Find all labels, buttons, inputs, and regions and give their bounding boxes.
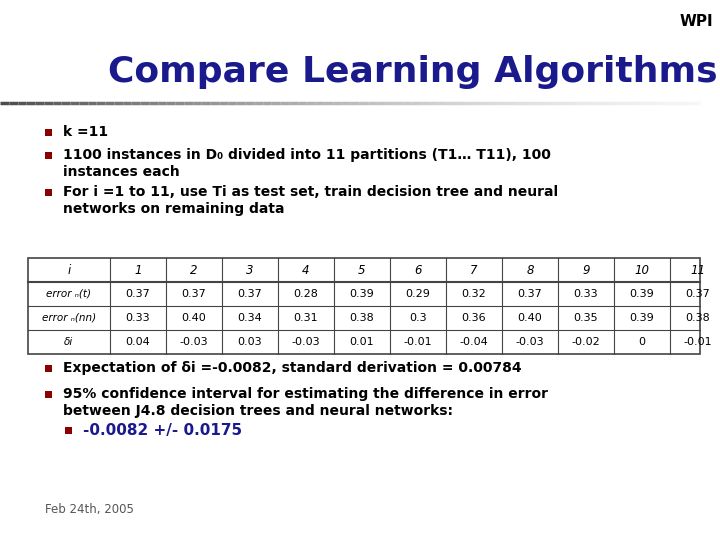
Text: 95% confidence interval for estimating the difference in error: 95% confidence interval for estimating t… (63, 387, 548, 401)
Text: 1: 1 (134, 264, 142, 276)
Text: -0.0082 +/- 0.0175: -0.0082 +/- 0.0175 (83, 422, 242, 437)
Text: 0.37: 0.37 (518, 289, 542, 299)
Text: 0.29: 0.29 (405, 289, 431, 299)
Text: For i =1 to 11, use Ti as test set, train decision tree and neural: For i =1 to 11, use Ti as test set, trai… (63, 185, 558, 199)
Text: 0.39: 0.39 (350, 289, 374, 299)
Text: between J4.8 decision trees and neural networks:: between J4.8 decision trees and neural n… (63, 404, 453, 418)
Text: 0.37: 0.37 (125, 289, 150, 299)
Text: 8: 8 (526, 264, 534, 276)
Text: 5: 5 (359, 264, 366, 276)
Text: 10: 10 (634, 264, 649, 276)
Text: 7: 7 (470, 264, 478, 276)
Text: -0.01: -0.01 (404, 337, 432, 347)
Text: 2: 2 (190, 264, 198, 276)
Text: 0.40: 0.40 (518, 313, 542, 323)
Text: 0.03: 0.03 (238, 337, 262, 347)
Text: i: i (68, 264, 71, 276)
Text: 0.39: 0.39 (629, 289, 654, 299)
Text: instances each: instances each (63, 165, 180, 179)
Bar (45, 129, 52, 136)
Text: 0.40: 0.40 (181, 313, 207, 323)
Text: -0.02: -0.02 (572, 337, 600, 347)
Text: networks on remaining data: networks on remaining data (63, 202, 284, 216)
Text: error ₙ(t): error ₙ(t) (47, 289, 91, 299)
Text: 0.31: 0.31 (294, 313, 318, 323)
Text: Expectation of δi =-0.0082, standard derivation = 0.00784: Expectation of δi =-0.0082, standard der… (63, 361, 521, 375)
Text: Feb 24th, 2005: Feb 24th, 2005 (45, 503, 134, 516)
Bar (45, 188, 52, 195)
Text: 0.37: 0.37 (181, 289, 207, 299)
Text: -0.03: -0.03 (180, 337, 208, 347)
Text: 0.37: 0.37 (685, 289, 711, 299)
Text: 0.38: 0.38 (685, 313, 711, 323)
Text: 4: 4 (302, 264, 310, 276)
Text: Compare Learning Algorithms: Compare Learning Algorithms (108, 55, 718, 89)
Text: 0.33: 0.33 (574, 289, 598, 299)
Text: 0: 0 (639, 337, 646, 347)
Text: error ₙ(nn): error ₙ(nn) (42, 313, 96, 323)
Text: -0.04: -0.04 (459, 337, 488, 347)
Text: -0.01: -0.01 (684, 337, 712, 347)
Bar (45, 390, 52, 397)
Text: 1100 instances in D₀ divided into 11 partitions (T1… T11), 100: 1100 instances in D₀ divided into 11 par… (63, 148, 551, 162)
Text: k =11: k =11 (63, 125, 108, 139)
Bar (65, 427, 71, 434)
Text: 11: 11 (690, 264, 706, 276)
Text: 3: 3 (246, 264, 253, 276)
Bar (45, 152, 52, 159)
Text: 0.3: 0.3 (409, 313, 427, 323)
Text: 9: 9 (582, 264, 590, 276)
Text: 0.32: 0.32 (462, 289, 487, 299)
Text: 0.28: 0.28 (294, 289, 318, 299)
Text: 0.04: 0.04 (125, 337, 150, 347)
Text: 0.33: 0.33 (126, 313, 150, 323)
Text: -0.03: -0.03 (292, 337, 320, 347)
Text: 0.39: 0.39 (629, 313, 654, 323)
Bar (45, 364, 52, 372)
Text: WPI: WPI (680, 15, 714, 30)
Bar (28, 258, 700, 354)
Text: -0.03: -0.03 (516, 337, 544, 347)
Text: 0.35: 0.35 (574, 313, 598, 323)
Text: 0.38: 0.38 (350, 313, 374, 323)
Text: 6: 6 (414, 264, 422, 276)
Text: 0.36: 0.36 (462, 313, 486, 323)
Text: 0.37: 0.37 (238, 289, 262, 299)
Text: δi: δi (64, 337, 73, 347)
Text: 0.34: 0.34 (238, 313, 262, 323)
Text: 0.01: 0.01 (350, 337, 374, 347)
